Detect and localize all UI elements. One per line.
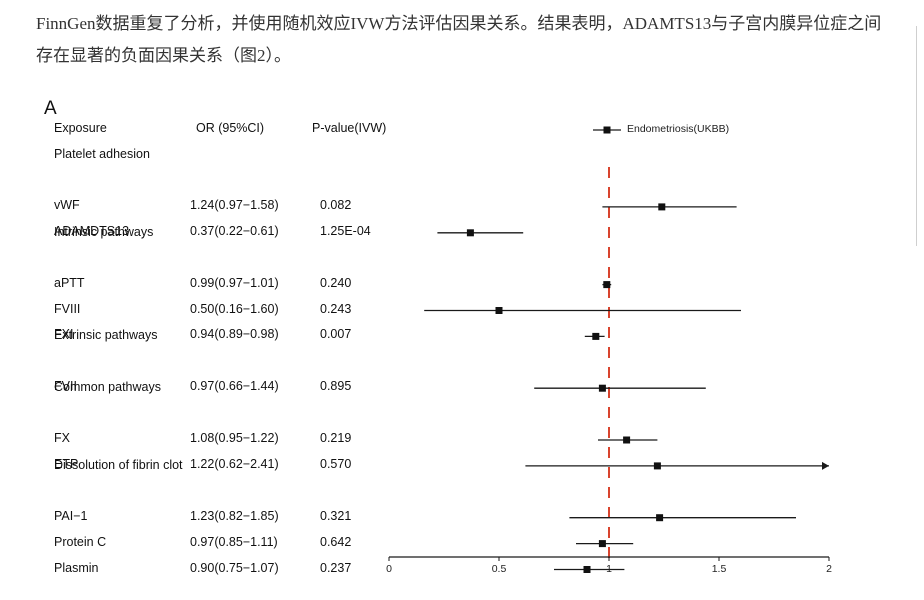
exposure-label: Plasmin — [54, 560, 99, 575]
p-value-text: 0.082 — [320, 197, 352, 212]
point-estimate — [658, 203, 666, 211]
exposure-label: FVIII — [54, 301, 81, 316]
or-ci-text: 0.37(0.22−0.61) — [190, 223, 279, 238]
legend-label: Endometriosis(UKBB) — [627, 123, 730, 135]
header-exposure: Exposure — [54, 121, 107, 135]
exposure-label: FVII — [54, 379, 77, 394]
x-tick-label: 0.5 — [492, 563, 507, 575]
group-label: Intrinsic pathways — [54, 224, 154, 239]
exposure-label: aPTT — [54, 275, 85, 290]
exposure-label: vWF — [54, 197, 80, 212]
point-estimate — [603, 281, 611, 289]
or-ci-text: 0.94(0.89−0.98) — [190, 327, 279, 342]
group-label: Dissolution of fibrin clot — [54, 457, 183, 472]
p-value-text: 0.321 — [320, 508, 352, 523]
or-ci-text: 1.24(0.97−1.58) — [190, 197, 279, 212]
exposure-label: FX — [54, 431, 70, 445]
header-or-ci: OR (95%CI) — [196, 121, 265, 135]
p-value-text: 1.25E-04 — [320, 223, 371, 238]
exposure-label: ADAMDTS13 — [54, 223, 130, 238]
or-ci-text: 1.08(0.95−1.22) — [190, 431, 279, 445]
exposure-label: FXI — [54, 327, 74, 342]
legend-marker — [603, 126, 611, 134]
point-estimate — [495, 307, 503, 314]
header-p-value: P-value(IVW) — [312, 121, 387, 135]
point-estimate — [598, 540, 606, 548]
p-value-text: 0.570 — [320, 456, 352, 471]
point-estimate — [623, 436, 631, 444]
exposure-label: ETP — [54, 456, 79, 471]
or-ci-text: 0.99(0.97−1.01) — [190, 275, 279, 290]
description-paragraph: FinnGen数据重复了分析，并使用随机效应IVW方法评估因果关系。结果表明，A… — [36, 14, 882, 65]
p-value-text: 0.007 — [320, 327, 352, 342]
x-tick-label: 1.5 — [712, 563, 727, 575]
exposure-label: Protein C — [54, 534, 107, 549]
or-ci-text: 0.97(0.85−1.11) — [190, 534, 278, 549]
ci-arrow — [822, 461, 829, 470]
scroll-divider — [916, 26, 917, 246]
x-tick-label: 2 — [826, 563, 832, 575]
point-estimate — [598, 384, 606, 392]
or-ci-text: 0.50(0.16−1.60) — [190, 301, 279, 316]
p-value-text: 0.895 — [320, 379, 352, 394]
p-value-text: 0.237 — [320, 560, 352, 575]
or-ci-text: 1.22(0.62−2.41) — [190, 456, 279, 471]
group-label: Common pathways — [54, 380, 161, 395]
p-value-text: 0.243 — [320, 301, 352, 316]
x-tick-label: 1 — [606, 563, 612, 575]
or-ci-text: 0.90(0.75−1.07) — [190, 560, 279, 575]
panel-letter: A — [44, 98, 57, 119]
p-value-text: 0.240 — [320, 275, 352, 290]
x-tick-label: 0 — [386, 563, 392, 575]
or-ci-text: 1.23(0.82−1.85) — [190, 508, 279, 523]
group-label: Extrinsic pathways — [54, 328, 158, 343]
or-ci-text: 0.97(0.66−1.44) — [190, 379, 279, 394]
point-estimate — [583, 566, 591, 573]
point-estimate — [592, 332, 600, 340]
point-estimate — [653, 462, 661, 470]
point-estimate — [656, 514, 664, 522]
exposure-label: PAI−1 — [54, 508, 88, 523]
p-value-text: 0.219 — [320, 431, 352, 445]
point-estimate — [466, 229, 474, 237]
p-value-text: 0.642 — [320, 534, 352, 549]
group-label: Platelet adhesion — [54, 147, 150, 161]
